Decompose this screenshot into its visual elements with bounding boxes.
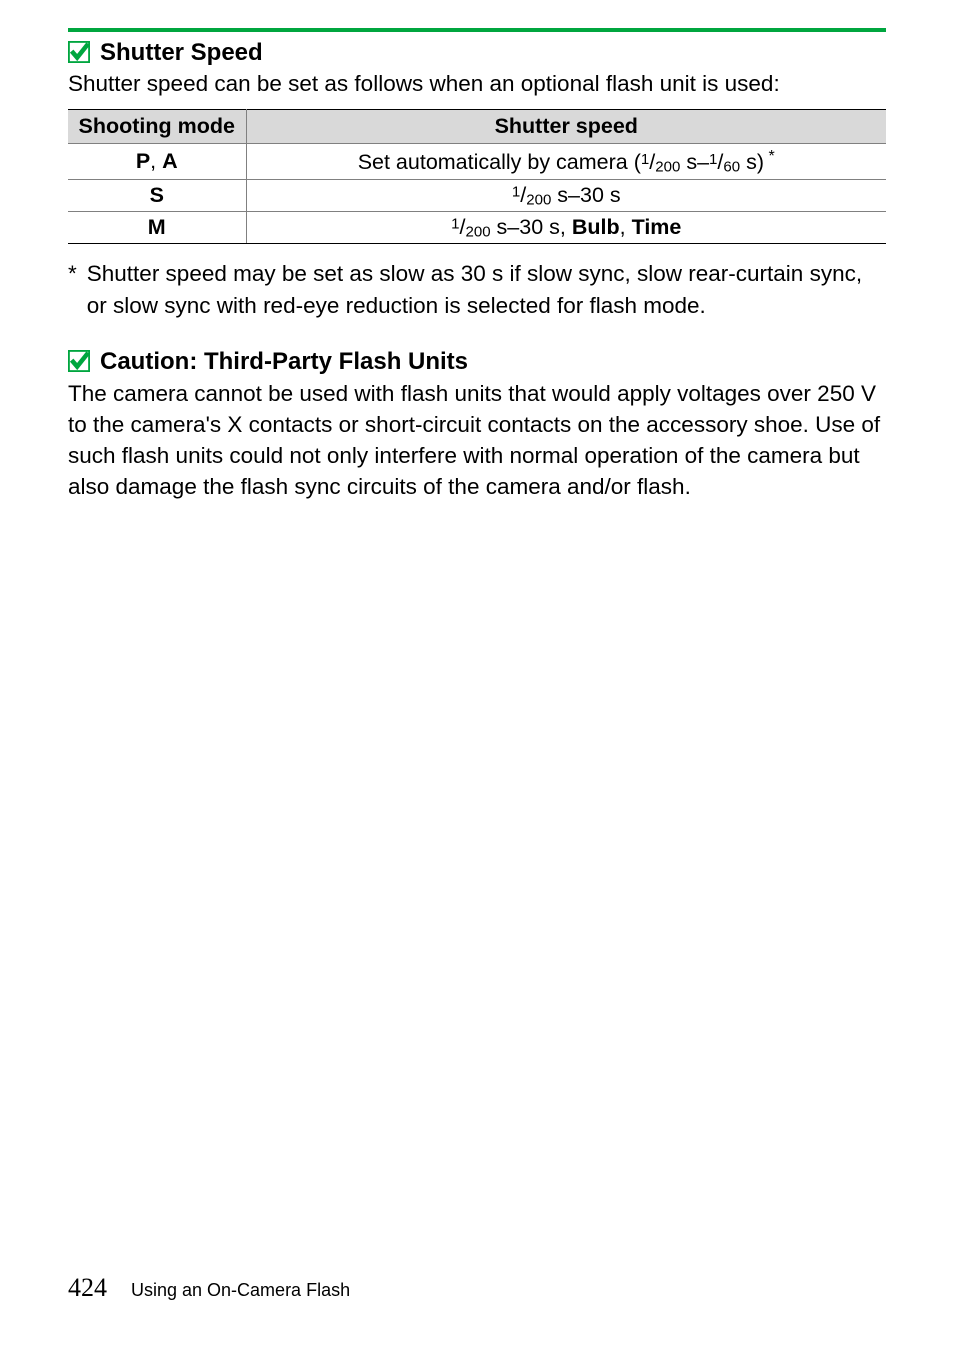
footer-title: Using an On-Camera Flash	[131, 1280, 350, 1301]
intro-text: Shutter speed can be set as follows when…	[68, 69, 886, 99]
table-row: S 1/200 s–30 s	[68, 179, 886, 211]
heading-shutter-speed: Shutter Speed	[100, 39, 263, 67]
table-row: M 1/200 s–30 s, Bulb, Time	[68, 211, 886, 243]
caution-body: The camera cannot be used with flash uni…	[68, 378, 886, 502]
footnote: * Shutter speed may be set as slow as 30…	[68, 258, 886, 321]
page-footer: 424 Using an On-Camera Flash	[68, 1273, 350, 1303]
section-heading-caution: Caution: Third-Party Flash Units	[68, 347, 886, 376]
check-icon	[68, 41, 90, 63]
th-mode: Shooting mode	[68, 110, 246, 144]
heading-caution: Caution: Third-Party Flash Units	[100, 348, 468, 376]
th-speed: Shutter speed	[246, 110, 886, 144]
cell-speed: Set automatically by camera (1/200 s–1/6…	[246, 144, 886, 179]
section-caution: Caution: Third-Party Flash Units The cam…	[68, 347, 886, 502]
check-icon	[68, 350, 90, 372]
table-body: P, A Set automatically by camera (1/200 …	[68, 144, 886, 244]
footnote-text: Shutter speed may be set as slow as 30 s…	[87, 258, 886, 321]
cell-mode: P, A	[68, 144, 246, 179]
top-rule	[68, 28, 886, 32]
shutter-table: Shooting mode Shutter speed P, A Set aut…	[68, 109, 886, 244]
footnote-mark: *	[68, 258, 77, 321]
cell-speed: 1/200 s–30 s, Bulb, Time	[246, 211, 886, 243]
table-header-row: Shooting mode Shutter speed	[68, 110, 886, 144]
cell-speed: 1/200 s–30 s	[246, 179, 886, 211]
section-heading-shutter: Shutter Speed	[68, 38, 886, 67]
table-row: P, A Set automatically by camera (1/200 …	[68, 144, 886, 179]
cell-mode: S	[68, 179, 246, 211]
page-number: 424	[68, 1273, 107, 1303]
cell-mode: M	[68, 211, 246, 243]
